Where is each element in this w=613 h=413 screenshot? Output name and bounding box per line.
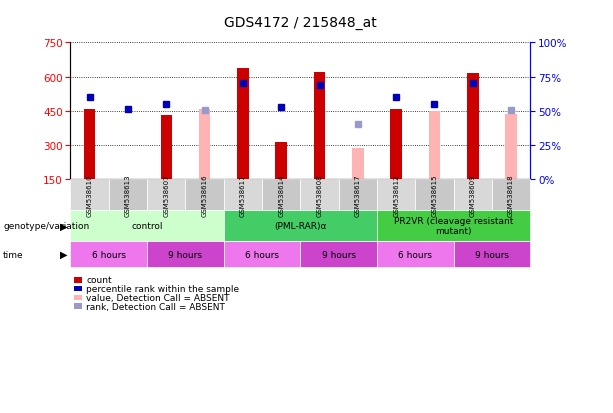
Text: ▶: ▶ xyxy=(60,221,67,231)
Text: GSM538611: GSM538611 xyxy=(240,174,246,216)
Text: genotype/variation: genotype/variation xyxy=(3,222,89,230)
Text: GSM538610: GSM538610 xyxy=(86,174,93,216)
Text: GSM538615: GSM538615 xyxy=(432,174,438,216)
Bar xyxy=(428,112,440,180)
Text: 6 hours: 6 hours xyxy=(398,250,432,259)
Text: GSM538609: GSM538609 xyxy=(470,174,476,216)
Text: PR2VR (cleavage resistant
mutant): PR2VR (cleavage resistant mutant) xyxy=(394,216,513,236)
Text: time: time xyxy=(3,250,24,259)
Bar xyxy=(314,73,326,180)
Text: GSM538607: GSM538607 xyxy=(163,174,169,216)
Text: value, Detection Call = ABSENT: value, Detection Call = ABSENT xyxy=(86,293,230,302)
Text: GSM538613: GSM538613 xyxy=(125,174,131,216)
Bar xyxy=(467,74,479,180)
Bar xyxy=(237,68,249,180)
Bar xyxy=(505,115,517,180)
Text: GSM538616: GSM538616 xyxy=(202,174,208,216)
Text: GSM538608: GSM538608 xyxy=(316,174,322,216)
Text: GDS4172 / 215848_at: GDS4172 / 215848_at xyxy=(224,16,377,30)
Text: ▶: ▶ xyxy=(60,249,67,260)
Bar xyxy=(390,109,402,180)
Text: GSM538612: GSM538612 xyxy=(393,174,399,216)
Text: count: count xyxy=(86,276,112,285)
Bar xyxy=(84,109,96,180)
Bar xyxy=(352,149,364,180)
Text: 6 hours: 6 hours xyxy=(245,250,279,259)
Text: 9 hours: 9 hours xyxy=(475,250,509,259)
Text: GSM538614: GSM538614 xyxy=(278,174,284,216)
Bar xyxy=(161,116,172,180)
Bar xyxy=(275,142,287,180)
Text: 9 hours: 9 hours xyxy=(322,250,356,259)
Text: rank, Detection Call = ABSENT: rank, Detection Call = ABSENT xyxy=(86,302,226,311)
Text: (PML-RAR)α: (PML-RAR)α xyxy=(274,222,327,230)
Text: percentile rank within the sample: percentile rank within the sample xyxy=(86,285,240,294)
Text: 6 hours: 6 hours xyxy=(92,250,126,259)
Text: control: control xyxy=(131,222,163,230)
Bar xyxy=(199,109,210,180)
Text: GSM538618: GSM538618 xyxy=(508,174,514,216)
Text: GSM538617: GSM538617 xyxy=(355,174,361,216)
Text: 9 hours: 9 hours xyxy=(169,250,202,259)
